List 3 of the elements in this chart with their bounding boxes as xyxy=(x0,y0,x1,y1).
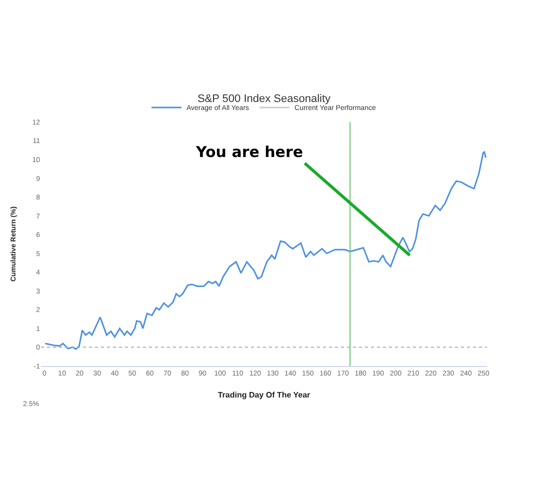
chart-title: S&P 500 Index Seasonality xyxy=(197,93,332,106)
x-axis-title: Trading Day Of The Year xyxy=(218,390,310,400)
annotation: You are here xyxy=(195,143,304,161)
